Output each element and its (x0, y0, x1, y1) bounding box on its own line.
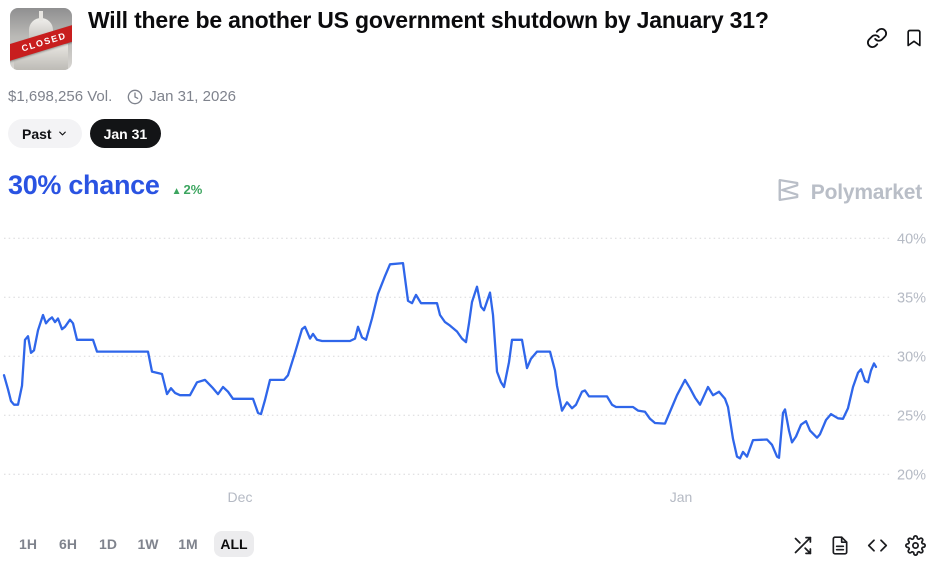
range-1m[interactable]: 1M (168, 531, 208, 557)
bookmark-icon[interactable] (904, 27, 924, 49)
range-1w[interactable]: 1W (128, 531, 168, 557)
x-axis-label: Jan (670, 489, 693, 505)
chance-delta: ▲ 2% (171, 182, 203, 197)
shuffle-icon[interactable] (792, 535, 813, 556)
x-axis-label: Dec (228, 489, 253, 505)
range-all[interactable]: ALL (214, 531, 254, 557)
capitol-spire (39, 11, 43, 21)
probability-line (2, 261, 878, 460)
date-filter-label: Jan 31 (103, 125, 148, 142)
y-axis-label: 40% (897, 231, 926, 247)
y-axis-label: 30% (897, 349, 926, 365)
probability-chart[interactable]: 40% 35% 30% 25% 20% Dec Jan (0, 225, 945, 510)
code-icon[interactable] (867, 535, 888, 556)
up-triangle-icon: ▲ (171, 186, 182, 197)
polymarket-logo (774, 176, 803, 209)
link-icon[interactable] (866, 27, 888, 49)
past-dropdown[interactable]: Past (8, 119, 82, 148)
range-1h[interactable]: 1H (8, 531, 48, 557)
date-filter-button[interactable]: Jan 31 (89, 119, 162, 148)
chance-value: 30% chance (8, 170, 160, 200)
y-axis-label: 20% (897, 467, 926, 483)
settings-icon[interactable] (905, 535, 926, 556)
end-date-text: Jan 31, 2026 (149, 88, 237, 105)
page-title: Will there be another US government shut… (88, 7, 769, 33)
chevron-down-icon (57, 126, 68, 142)
volume-text: $1,698,256 Vol. (8, 88, 113, 105)
market-thumbnail: CLOSED (10, 8, 72, 70)
past-dropdown-label: Past (22, 125, 52, 142)
range-1d[interactable]: 1D (88, 531, 128, 557)
clock-icon (127, 89, 143, 105)
polymarket-brand-text: Polymarket (810, 180, 922, 204)
polymarket-watermark: Polymarket (774, 176, 922, 209)
range-6h[interactable]: 6H (48, 531, 88, 557)
y-axis-label: 25% (897, 408, 926, 424)
document-icon[interactable] (830, 535, 850, 556)
time-range-toolbar: 1H 6H 1D 1W 1M ALL (8, 531, 254, 557)
y-axis-label: 35% (897, 290, 926, 306)
